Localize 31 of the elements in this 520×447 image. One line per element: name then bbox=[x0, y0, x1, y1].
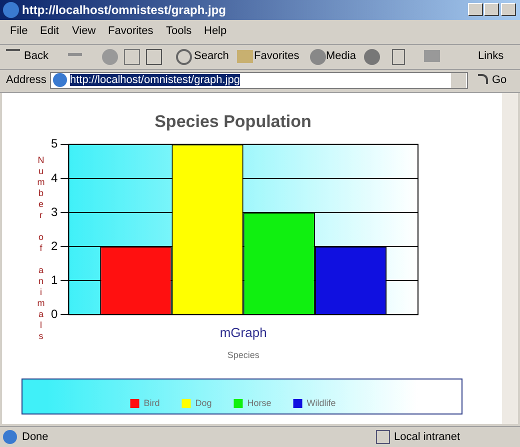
x-tick-label: mGraph bbox=[220, 324, 267, 340]
chart-title: Species Population bbox=[154, 112, 312, 131]
text: Back bbox=[24, 50, 48, 62]
y-tick-label: 4 bbox=[50, 170, 58, 185]
legend-label: Horse bbox=[247, 398, 272, 408]
text: http://localhost/omnistest/graph.jpg bbox=[22, 3, 226, 17]
x-axis-title: Species bbox=[227, 350, 260, 360]
text: Media bbox=[326, 50, 356, 62]
text: Local intranet bbox=[394, 431, 460, 443]
text: View bbox=[72, 25, 96, 37]
text: Favorites bbox=[254, 50, 300, 62]
text: Address bbox=[6, 74, 46, 86]
y-tick-label: 1 bbox=[50, 272, 58, 287]
legend-label: Bird bbox=[144, 398, 160, 408]
text: Favorites bbox=[108, 25, 154, 37]
text: Help bbox=[204, 25, 227, 37]
text: Search bbox=[194, 50, 229, 62]
y-tick-label: 3 bbox=[50, 204, 58, 219]
text: http://localhost/omnistest/graph.jpg bbox=[70, 74, 240, 86]
text: Tools bbox=[166, 25, 192, 37]
y-axis-title: Number of animals bbox=[36, 155, 46, 342]
legend-label: Wildlife bbox=[306, 398, 336, 408]
text: Done bbox=[22, 431, 48, 443]
text: Links bbox=[478, 50, 504, 62]
y-tick-label: 2 bbox=[50, 238, 58, 253]
y-tick-label: 0 bbox=[50, 306, 58, 321]
y-tick-label: 5 bbox=[50, 136, 58, 151]
text: Go bbox=[492, 74, 507, 86]
legend-label: Dog bbox=[195, 398, 212, 408]
text: File bbox=[10, 25, 28, 37]
text: Edit bbox=[40, 25, 59, 37]
